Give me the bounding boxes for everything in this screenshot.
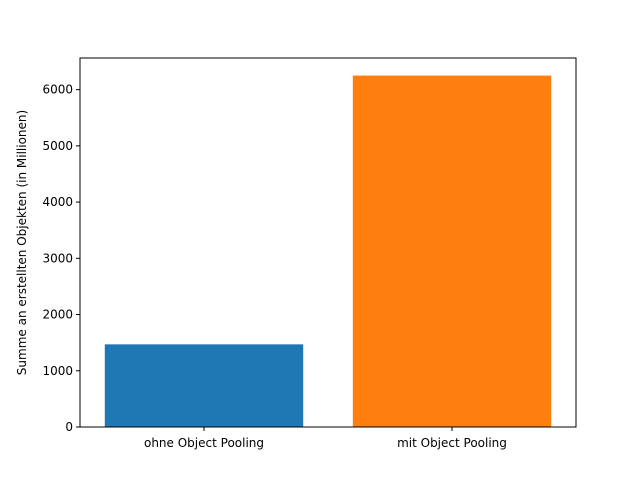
y-tick-label: 5000 <box>42 139 73 153</box>
y-tick-label: 0 <box>65 420 73 434</box>
y-tick-label: 4000 <box>42 195 73 209</box>
y-tick-label: 6000 <box>42 83 73 97</box>
x-tick-label: ohne Object Pooling <box>144 436 264 450</box>
x-tick-label: mit Object Pooling <box>397 436 507 450</box>
bar-0 <box>104 344 304 427</box>
bars-group <box>104 75 552 428</box>
plot-frame <box>79 57 577 428</box>
y-axis-label: Summe an erstellten Objekten (in Million… <box>15 110 29 375</box>
x-axis-ticks: ohne Object Pooling mit Object Pooling <box>144 427 507 450</box>
y-axis-ticks: 0 1000 2000 3000 4000 5000 6000 <box>42 83 80 434</box>
y-tick-label: 1000 <box>42 364 73 378</box>
y-tick-label: 3000 <box>42 251 73 265</box>
bar-1 <box>352 75 552 428</box>
y-tick-label: 2000 <box>42 308 73 322</box>
